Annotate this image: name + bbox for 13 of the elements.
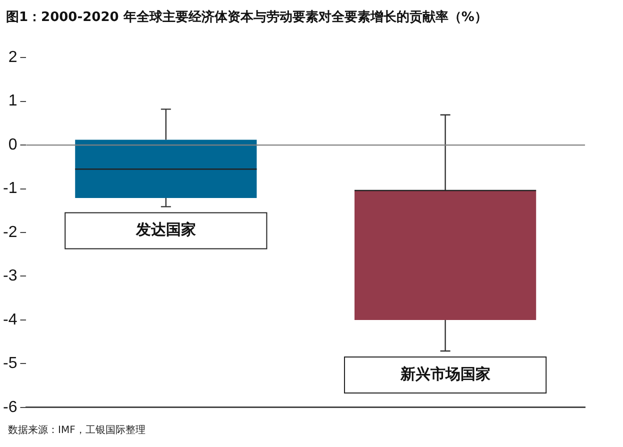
y-tick-label: 0 [8, 136, 18, 154]
y-tick-label: 2 [8, 49, 18, 66]
chart-title: 图1：2000-2020 年全球主要经济体资本与劳动要素对全要素增长的贡献率（%） [6, 8, 488, 26]
y-tick-label: -3 [2, 268, 18, 285]
y-tick-label: -6 [2, 398, 18, 416]
y-tick-label: -1 [2, 180, 18, 198]
y-tick-label: 1 [8, 92, 18, 110]
x-tick-label: 新兴市场国家 [399, 364, 490, 383]
x-tick-label: 发达国家 [134, 220, 196, 239]
y-tick-label: -2 [2, 224, 18, 241]
y-tick-label: -5 [2, 355, 18, 372]
y-tick-label: -4 [2, 311, 18, 328]
source-note: 数据来源：IMF，工银国际整理 [8, 424, 146, 437]
